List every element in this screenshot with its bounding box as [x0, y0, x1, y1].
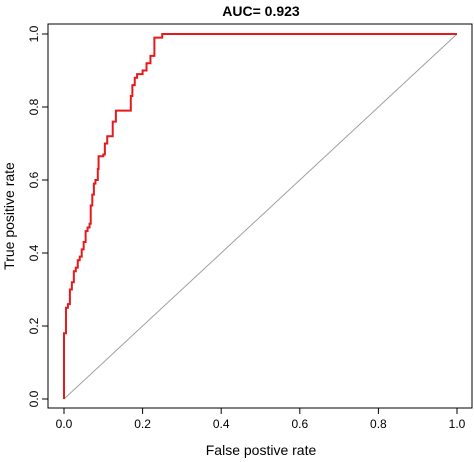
roc-curve-line: [63, 33, 457, 399]
x-axis-title: False postive rate: [206, 442, 317, 458]
chart-title: AUC= 0.923: [222, 3, 300, 19]
y-tick-label: 0.6: [27, 171, 41, 188]
y-tick-label: 1.0: [27, 25, 41, 42]
plot-frame: [47, 23, 473, 409]
y-tick-label: 0.4: [27, 244, 41, 261]
x-tick-label: 0.2: [134, 417, 151, 431]
x-tick-label: 0.0: [56, 417, 73, 431]
y-tick-label: 0.8: [27, 98, 41, 115]
y-axis: 0.0 0.2 0.4 0.6 0.8 1.0: [27, 25, 48, 407]
x-axis: 0.0 0.2 0.4 0.6 0.8 1.0: [56, 408, 466, 431]
x-tick-label: 0.4: [213, 417, 230, 431]
reference-diagonal-line: [63, 33, 458, 400]
y-axis-title: True positive rate: [1, 162, 17, 270]
y-tick-label: 0.2: [27, 317, 41, 334]
y-tick-label: 0.0: [27, 390, 41, 407]
x-tick-label: 0.8: [370, 417, 387, 431]
x-tick-label: 1.0: [449, 417, 466, 431]
roc-curve-layer: [63, 33, 457, 399]
x-tick-label: 0.6: [291, 417, 308, 431]
reference-diagonal-layer: [63, 33, 458, 400]
